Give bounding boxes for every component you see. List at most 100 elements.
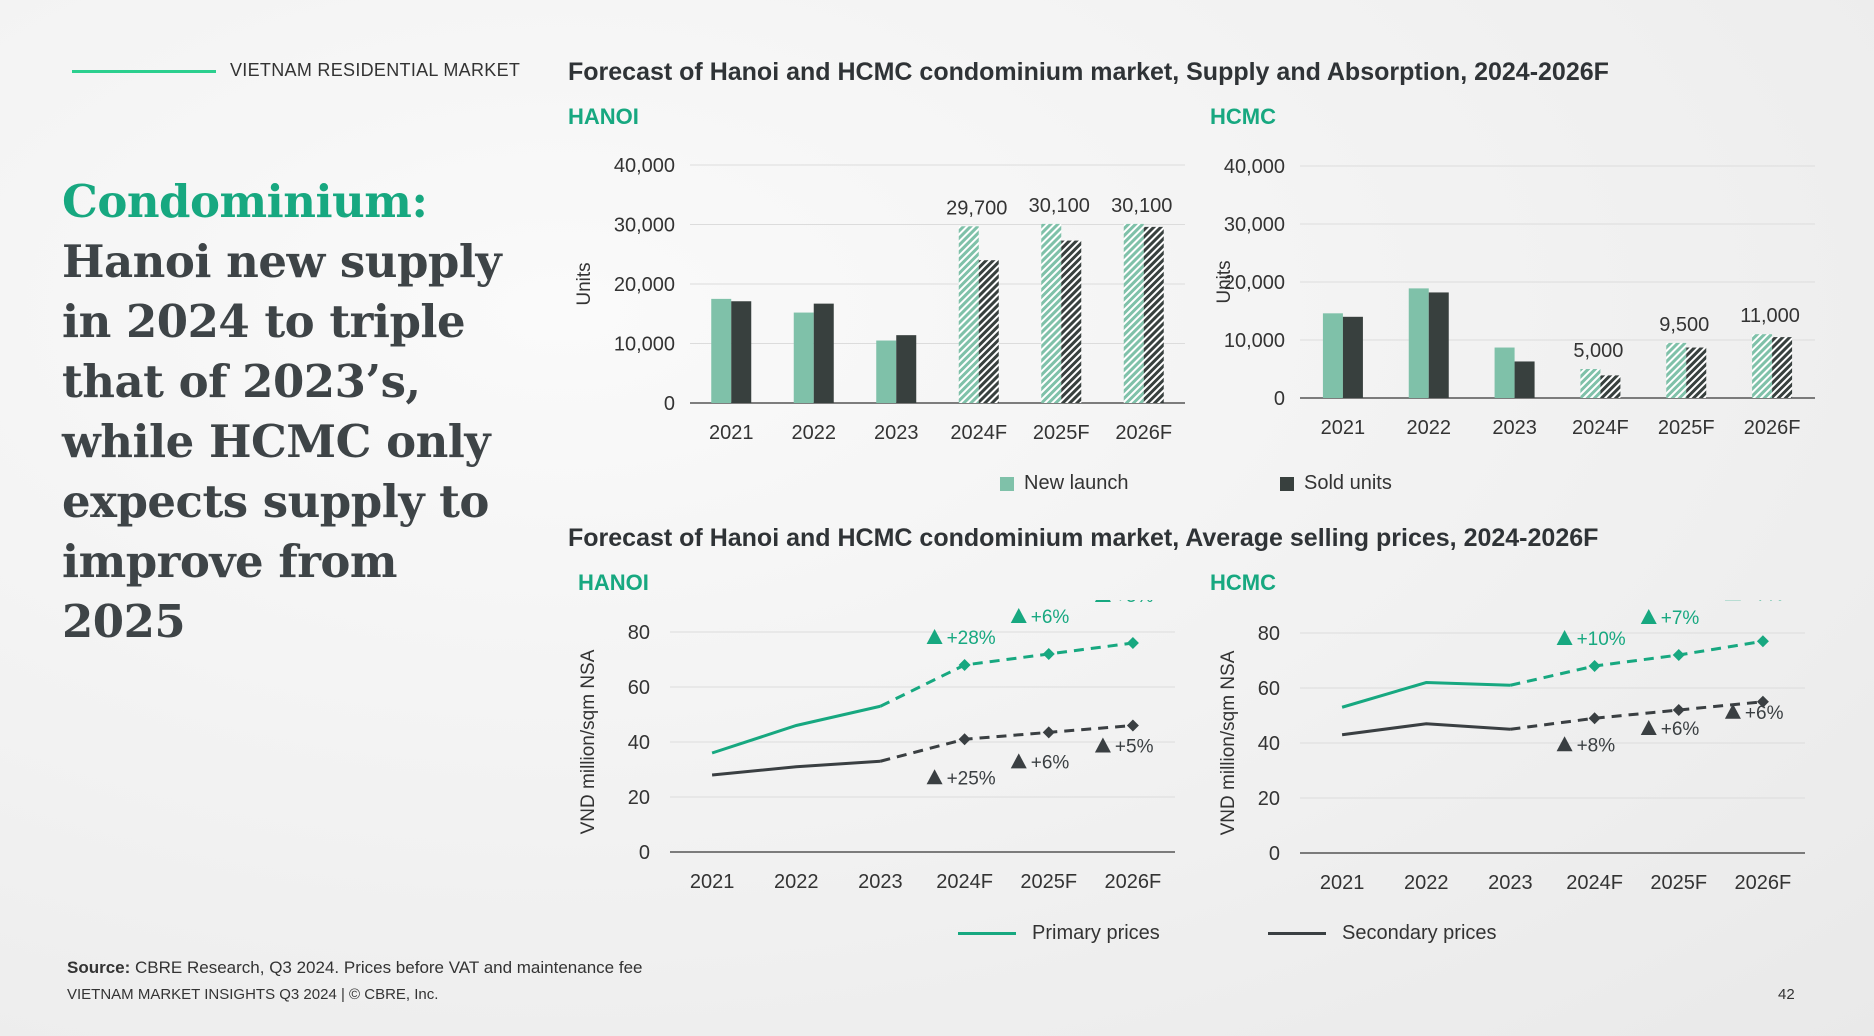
x-tick-label: 2026F — [1744, 417, 1801, 439]
change-label: +5% — [1115, 737, 1154, 758]
x-tick-label: 2025F — [1020, 871, 1077, 893]
change-triangle-icon — [1724, 703, 1741, 719]
bar-new-launch — [876, 340, 897, 403]
change-triangle-icon — [1010, 753, 1027, 769]
bar-sold-units — [978, 260, 999, 403]
hcmc-price-chart: 0 20 40 60 80 VND million/sqm NSA 2021 2022 2023… — [1218, 600, 1805, 894]
bar-new-launch — [1041, 223, 1062, 403]
data-point-marker — [1126, 637, 1139, 649]
x-tick-label: 2021 — [690, 871, 735, 893]
y-tick-label: 30,000 — [614, 215, 675, 237]
data-point-marker — [1756, 695, 1769, 708]
bar-new-launch — [1494, 347, 1515, 398]
y-tick-label: 40,000 — [614, 155, 675, 177]
source-text: CBRE Research, Q3 2024. Prices before VA… — [135, 958, 643, 977]
bar-new-launch — [1580, 369, 1601, 398]
headline-body: Hanoi new supply in 2024 to triple that … — [62, 235, 502, 648]
primary-prices-swatch — [958, 932, 1016, 935]
change-triangle-icon — [1556, 736, 1573, 752]
bar-sold-units — [1772, 337, 1793, 398]
data-label: 11,000 — [1740, 305, 1800, 327]
primary-line-actual — [711, 704, 881, 755]
x-tick-label: 2026F — [1115, 422, 1172, 444]
bar-sold-units — [1686, 347, 1707, 398]
change-label: +6% — [1661, 719, 1700, 740]
y-tick-label: 40 — [1258, 733, 1280, 755]
y-axis-label: Units — [574, 262, 595, 305]
change-label: +25% — [947, 768, 996, 789]
change-label: +6% — [1031, 607, 1070, 628]
change-label: +7% — [1661, 608, 1700, 629]
y-tick-label: 80 — [1258, 623, 1280, 645]
change-label: +28% — [947, 628, 996, 649]
legend-new-launch: New launch — [1000, 472, 1129, 495]
x-tick-label: 2024F — [950, 422, 1007, 444]
change-label: +6% — [1031, 752, 1070, 773]
legend-secondary-prices: Secondary prices — [1268, 922, 1497, 945]
bar-new-launch — [711, 298, 732, 403]
y-tick-label: 20 — [1258, 788, 1280, 810]
data-point-marker — [1588, 660, 1601, 672]
y-tick-label: 80 — [628, 622, 650, 644]
y-axis-label: Units — [1214, 260, 1235, 303]
legend-sold-units-label: Sold units — [1304, 472, 1392, 494]
source-note: Source: CBRE Research, Q3 2024. Prices b… — [67, 958, 642, 978]
primary-line-forecast — [879, 641, 1134, 708]
y-tick-label: 20,000 — [614, 274, 675, 296]
change-triangle-icon — [926, 629, 943, 644]
x-tick-label: 2024F — [1566, 872, 1623, 894]
data-point-marker — [1672, 649, 1685, 661]
legend-primary-prices: Primary prices — [958, 922, 1160, 945]
hcmc-supply-title: HCMC — [1210, 104, 1276, 129]
hanoi-supply-title: HANOI — [568, 104, 639, 129]
y-tick-label: 40,000 — [1224, 156, 1285, 178]
x-tick-label: 2021 — [1320, 872, 1365, 894]
headline-accent: Condominium: — [62, 175, 428, 228]
x-tick-label: 2022 — [1407, 417, 1452, 439]
y-tick-label: 20,000 — [1224, 272, 1285, 294]
legend-primary-label: Primary prices — [1032, 922, 1160, 944]
data-point-marker — [1588, 712, 1601, 725]
change-triangle-icon — [1556, 630, 1573, 645]
secondary-line-forecast — [1510, 700, 1764, 731]
sold-units-swatch — [1280, 476, 1294, 491]
x-tick-label: 2026F — [1735, 872, 1792, 894]
data-point-marker — [1756, 635, 1769, 648]
bar-new-launch — [1666, 342, 1687, 398]
y-axis-label: VND million/sqm NSA — [1218, 650, 1239, 835]
x-tick-label: 2023 — [1492, 417, 1537, 439]
data-label: 9,500 — [1659, 314, 1709, 336]
y-tick-label: 10,000 — [1224, 330, 1285, 352]
hcmc-supply-chart: 0 10,000 20,000 30,000 40,000 Units 2021 2022 20… — [1214, 156, 1815, 439]
section-label: VIETNAM RESIDENTIAL MARKET — [230, 60, 521, 80]
legend-sold-units: Sold units — [1280, 472, 1392, 495]
bar-sold-units — [1514, 361, 1535, 398]
data-label: 29,700 — [946, 197, 1007, 219]
supply-chart-title: Forecast of Hanoi and HCMC condominium m… — [568, 58, 1609, 86]
change-triangle-icon — [1094, 600, 1111, 602]
bar-sold-units — [1143, 226, 1164, 403]
page-headline: Condominium: Hanoi new supply in 2024 to… — [62, 172, 502, 652]
primary-line-actual — [1341, 680, 1511, 709]
bar-new-launch — [1408, 288, 1429, 398]
hanoi-price-chart: 0 20 40 60 80 VND million/sqm NSA 2021 2022 2023… — [578, 600, 1175, 893]
x-tick-label: 2021 — [1321, 417, 1366, 439]
x-tick-label: 2021 — [709, 422, 754, 444]
x-tick-label: 2025F — [1658, 417, 1715, 439]
y-tick-label: 20 — [628, 787, 650, 809]
price-chart-title: Forecast of Hanoi and HCMC condominium m… — [568, 524, 1599, 552]
legend-secondary-label: Secondary prices — [1342, 922, 1497, 944]
secondary-line-forecast — [880, 724, 1134, 763]
x-tick-label: 2022 — [774, 871, 819, 893]
change-triangle-icon — [1010, 608, 1027, 623]
source-label: Source: — [67, 958, 131, 977]
bar-new-launch — [958, 226, 979, 403]
bar-sold-units — [1342, 316, 1363, 398]
change-triangle-icon — [1640, 720, 1657, 735]
bar-new-launch — [1123, 223, 1144, 403]
y-tick-label: 0 — [639, 842, 650, 864]
hcmc-price-title: HCMC — [1210, 570, 1276, 595]
bar-sold-units — [1428, 292, 1449, 398]
x-tick-label: 2023 — [874, 422, 919, 444]
x-tick-label: 2023 — [858, 871, 903, 893]
